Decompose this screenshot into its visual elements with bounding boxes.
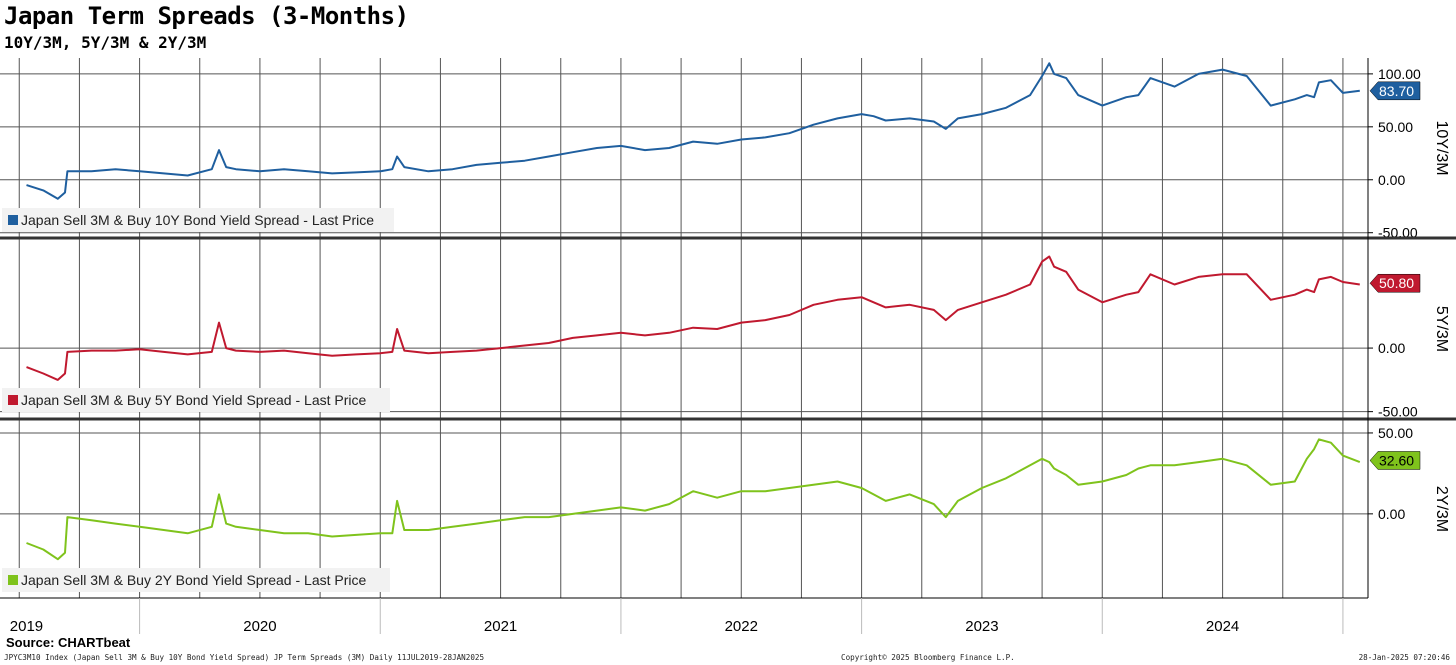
y-tick-label: 50.00 bbox=[1378, 119, 1413, 135]
last-value-label: 83.70 bbox=[1379, 83, 1414, 99]
series-line bbox=[26, 255, 1360, 381]
page-title: Japan Term Spreads (3-Months) bbox=[4, 2, 409, 30]
y-axis-title: 5Y/3M bbox=[1433, 306, 1450, 352]
x-tick-label: 2019 bbox=[10, 618, 43, 635]
footer-copyright: Copyright© 2025 Bloomberg Finance L.P. bbox=[841, 653, 1015, 662]
page-subtitle: 10Y/3M, 5Y/3M & 2Y/3M bbox=[4, 33, 207, 52]
legend-label: Japan Sell 3M & Buy 10Y Bond Yield Sprea… bbox=[21, 212, 374, 228]
y-tick-label: 0.00 bbox=[1378, 506, 1405, 522]
last-value-label: 32.60 bbox=[1379, 452, 1414, 468]
legend-label: Japan Sell 3M & Buy 2Y Bond Yield Spread… bbox=[21, 572, 366, 588]
x-tick-label: 2021 bbox=[484, 618, 517, 635]
legend-label: Japan Sell 3M & Buy 5Y Bond Yield Spread… bbox=[21, 392, 366, 408]
last-value-tag bbox=[1369, 273, 1421, 293]
x-tick-label: 2023 bbox=[965, 618, 998, 635]
legend-box bbox=[2, 568, 390, 592]
source-note: Source: CHARTbeat bbox=[6, 635, 131, 650]
legend-swatch bbox=[8, 215, 18, 225]
legend-swatch bbox=[8, 395, 18, 405]
x-tick-label: 2024 bbox=[1206, 618, 1239, 635]
y-axis-title: 2Y/3M bbox=[1433, 486, 1450, 532]
y-axis-title: 10Y/3M bbox=[1433, 120, 1450, 175]
last-value-label: 50.80 bbox=[1379, 275, 1414, 291]
legend-swatch bbox=[8, 575, 18, 585]
legend-box bbox=[2, 388, 390, 412]
y-tick-label: -50.00 bbox=[1378, 404, 1418, 420]
last-value-tag bbox=[1369, 81, 1421, 101]
y-tick-label: 50.00 bbox=[1378, 425, 1413, 441]
y-tick-label: 0.00 bbox=[1378, 340, 1405, 356]
x-tick-label: 2022 bbox=[725, 618, 758, 635]
legend-box bbox=[2, 208, 394, 232]
footer-series-info: JPYC3M10 Index (Japan Sell 3M & Buy 10Y … bbox=[4, 653, 485, 662]
series-line bbox=[26, 62, 1360, 200]
y-tick-label: 0.00 bbox=[1378, 172, 1405, 188]
last-value-tag bbox=[1369, 451, 1421, 470]
footer-timestamp: 28-Jan-2025 07:20:46 bbox=[1358, 653, 1450, 662]
y-tick-label: 100.00 bbox=[1378, 66, 1421, 82]
x-tick-label: 2020 bbox=[243, 618, 276, 635]
series-line bbox=[26, 438, 1361, 561]
